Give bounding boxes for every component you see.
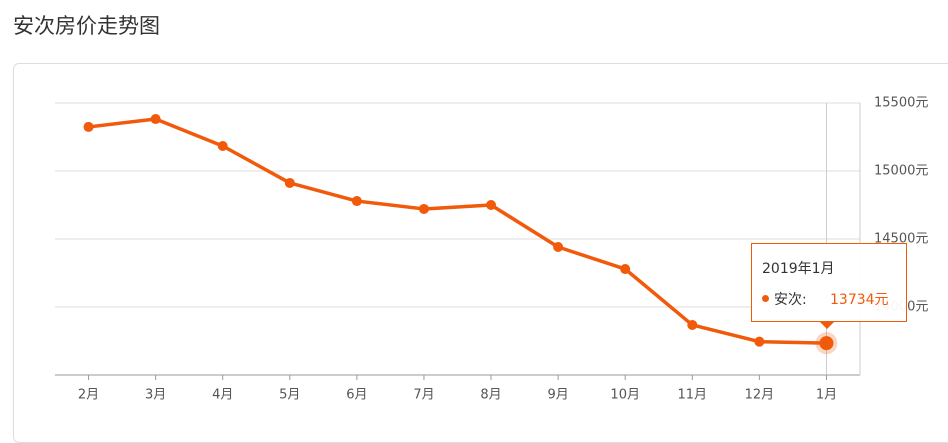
- tooltip-value: 13734元: [830, 292, 889, 308]
- point: [217, 140, 228, 151]
- x-tick-label: 2月: [78, 388, 99, 403]
- point: [553, 242, 564, 253]
- point: [687, 319, 698, 330]
- point: [754, 336, 765, 347]
- x-tick-label: 9月: [547, 388, 568, 403]
- y-tick-label: 14500元: [874, 232, 928, 247]
- point: [150, 114, 161, 125]
- line: [88, 117, 827, 345]
- x-tick-label: 5月: [279, 388, 300, 403]
- x-tick-label: 11月: [678, 388, 708, 403]
- point: [284, 177, 295, 188]
- x-tick-label: 1月: [816, 388, 837, 403]
- tooltip-arrow: [819, 321, 835, 329]
- point: [351, 196, 362, 207]
- page-title: 安次房价走势图: [13, 14, 160, 38]
- tooltip-marker: [762, 295, 769, 302]
- x-tick-label: 3月: [145, 388, 166, 403]
- point: [83, 121, 94, 132]
- tooltip-label: 安次:: [774, 292, 807, 308]
- x-tick-label: 7月: [413, 388, 434, 403]
- chart: 14000元14500元15000元15500元2月3月4月5月6月7月8月9月…: [55, 96, 928, 403]
- x-tick-label: 8月: [480, 388, 501, 403]
- x-tick-label: 10月: [610, 388, 640, 403]
- x-tick-label: 4月: [212, 388, 233, 403]
- point: [418, 203, 429, 214]
- x-tick-label: 12月: [745, 388, 775, 403]
- point: [819, 336, 834, 351]
- y-tick-label: 15000元: [874, 164, 928, 179]
- x-tick-label: 6月: [346, 388, 367, 403]
- tooltip: 2019年1月 安次: 13734元: [751, 243, 907, 322]
- point: [620, 264, 631, 275]
- tooltip-title: 2019年1月: [762, 261, 835, 277]
- y-tick-label: 15500元: [874, 96, 928, 111]
- point: [486, 200, 497, 210]
